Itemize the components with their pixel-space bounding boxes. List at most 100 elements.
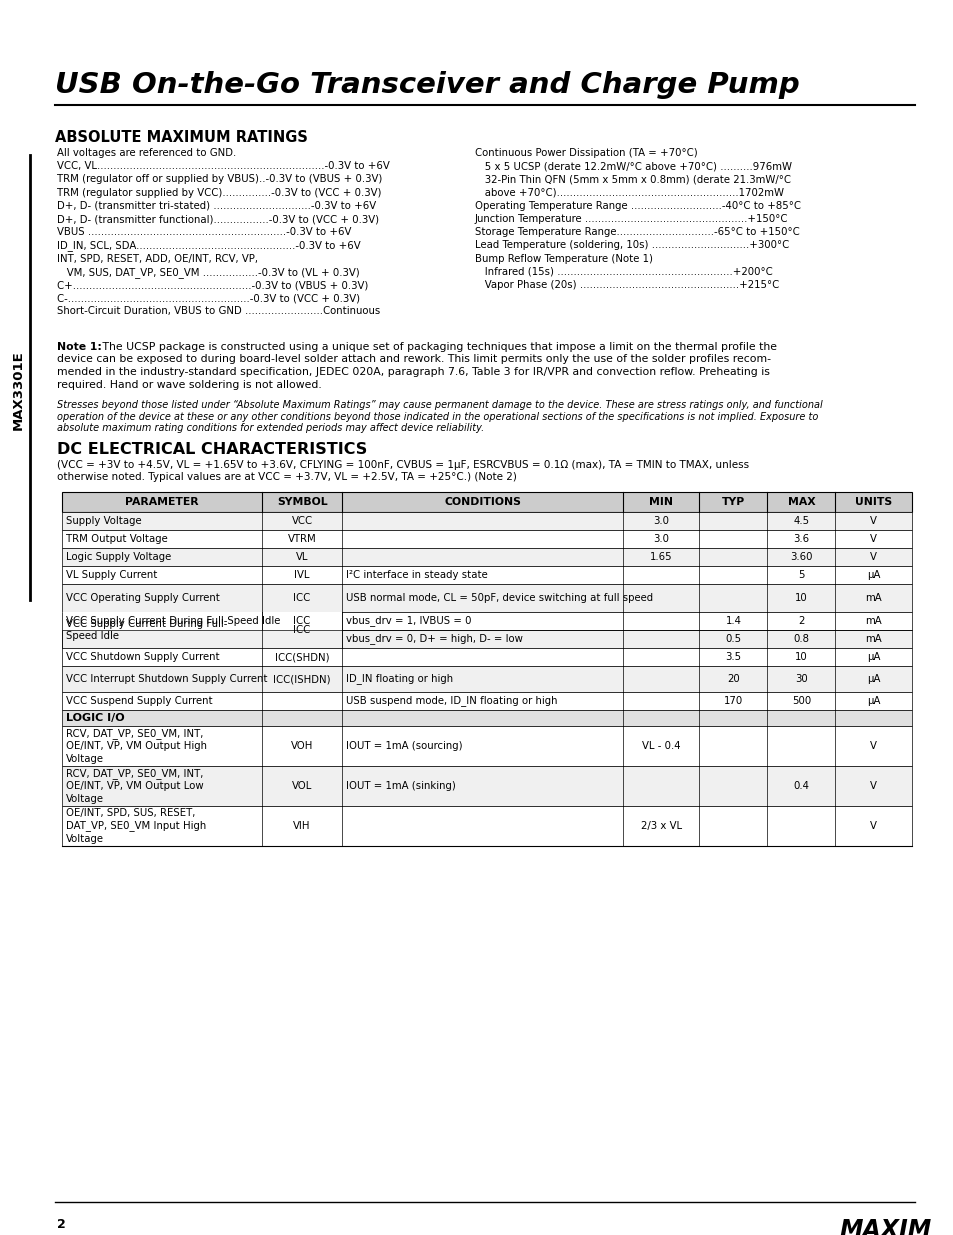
Text: (VCC = +3V to +4.5V, VL = +1.65V to +3.6V, CFLYING = 100nF, CVBUS = 1μF, ESRCVBU: (VCC = +3V to +4.5V, VL = +1.65V to +3.6…	[57, 459, 748, 471]
Text: VL: VL	[295, 552, 308, 562]
Text: VM, SUS, DAT_VP, SE0_VM .................-0.3V to (VL + 0.3V): VM, SUS, DAT_VP, SE0_VM ................…	[57, 267, 359, 278]
Bar	[62, 530, 911, 548]
Text: Lead Temperature (soldering, 10s) ..............................+300°C: Lead Temperature (soldering, 10s) ......…	[475, 241, 788, 251]
Text: RCV, DAT_VP, SE0_VM, INT,
OE/INT, VP, VM Output Low
Voltage: RCV, DAT_VP, SE0_VM, INT, OE/INT, VP, VM…	[66, 768, 203, 804]
Text: MAX3301E: MAX3301E	[11, 351, 25, 430]
Bar	[62, 710, 911, 726]
Text: VCC Suspend Supply Current: VCC Suspend Supply Current	[66, 697, 213, 706]
Text: Storage Temperature Range..............................-65°C to +150°C: Storage Temperature Range...............…	[475, 227, 799, 237]
Text: OE/INT, SPD, SUS, RESET,
DAT_VP, SE0_VM Input High
Voltage: OE/INT, SPD, SUS, RESET, DAT_VP, SE0_VM …	[66, 808, 206, 844]
Text: IOUT = 1mA (sinking): IOUT = 1mA (sinking)	[346, 781, 456, 790]
Text: C+.......................................................-0.3V to (VBUS + 0.3V): C+......................................…	[57, 280, 368, 290]
Text: above +70°C)........................................................1702mW: above +70°C)............................…	[475, 188, 783, 198]
Text: ICC(ISHDN): ICC(ISHDN)	[273, 674, 331, 684]
Text: 0.8: 0.8	[793, 634, 809, 643]
Bar	[62, 806, 911, 846]
Text: mA: mA	[864, 593, 882, 603]
Bar	[62, 513, 911, 530]
Text: Short-Circuit Duration, VBUS to GND ........................Continuous: Short-Circuit Duration, VBUS to GND ....…	[57, 306, 380, 316]
Text: mA: mA	[864, 634, 882, 643]
Text: TRM Output Voltage: TRM Output Voltage	[66, 534, 168, 543]
Text: μA: μA	[866, 697, 880, 706]
Text: 1.65: 1.65	[649, 552, 672, 562]
Text: TRM (regulator off or supplied by VBUS)..-0.3V to (VBUS + 0.3V): TRM (regulator off or supplied by VBUS).…	[57, 174, 382, 184]
Text: V: V	[869, 741, 876, 751]
Text: USB normal mode, CL = 50pF, device switching at full speed: USB normal mode, CL = 50pF, device switc…	[346, 593, 653, 603]
Bar	[62, 630, 911, 648]
Text: 3.0: 3.0	[653, 534, 669, 543]
Text: 32-Pin Thin QFN (5mm x 5mm x 0.8mm) (derate 21.3mW/°C: 32-Pin Thin QFN (5mm x 5mm x 0.8mm) (der…	[475, 174, 790, 184]
Text: 20: 20	[726, 674, 740, 684]
Text: 4.5: 4.5	[793, 516, 809, 526]
Text: TYP: TYP	[721, 496, 744, 508]
Text: 3.6: 3.6	[793, 534, 809, 543]
Text: VCC Shutdown Supply Current: VCC Shutdown Supply Current	[66, 652, 219, 662]
Bar	[62, 613, 911, 630]
Text: VL - 0.4: VL - 0.4	[641, 741, 679, 751]
Text: SYMBOL: SYMBOL	[276, 496, 327, 508]
Text: vbus_drv = 1, IVBUS = 0: vbus_drv = 1, IVBUS = 0	[346, 615, 472, 626]
Text: VOH: VOH	[291, 741, 313, 751]
Text: VCC Interrupt Shutdown Supply Current: VCC Interrupt Shutdown Supply Current	[66, 674, 267, 684]
Text: Note 1:: Note 1:	[57, 342, 102, 352]
Bar	[62, 666, 911, 692]
Text: VCC Operating Supply Current: VCC Operating Supply Current	[66, 593, 219, 603]
Text: ICC: ICC	[294, 625, 311, 635]
Text: otherwise noted. Typical values are at VCC = +3.7V, VL = +2.5V, TA = +25°C.) (No: otherwise noted. Typical values are at V…	[57, 472, 517, 482]
Text: ICC: ICC	[294, 593, 311, 603]
Text: MAX: MAX	[787, 496, 815, 508]
Text: VCC: VCC	[292, 516, 313, 526]
Text: μA: μA	[866, 571, 880, 580]
Text: ID_IN, SCL, SDA.................................................-0.3V to +6V: ID_IN, SCL, SDA.........................…	[57, 241, 360, 251]
Text: All voltages are referenced to GND.: All voltages are referenced to GND.	[57, 148, 236, 158]
Text: IOUT = 1mA (sourcing): IOUT = 1mA (sourcing)	[346, 741, 462, 751]
Bar	[62, 766, 911, 806]
Text: 2: 2	[798, 616, 803, 626]
Text: 170: 170	[723, 697, 742, 706]
Text: D+, D- (transmitter tri-stated) ..............................-0.3V to +6V: D+, D- (transmitter tri-stated) ........…	[57, 201, 375, 211]
Text: 10: 10	[794, 652, 807, 662]
Text: Operating Temperature Range ............................-40°C to +85°C: Operating Temperature Range ............…	[475, 201, 801, 211]
Text: VCC Supply Current During Full-
Speed Idle: VCC Supply Current During Full- Speed Id…	[66, 619, 227, 641]
Text: 0.5: 0.5	[724, 634, 740, 643]
Bar	[62, 613, 342, 648]
Text: VCC Supply Current During Full-Speed Idle: VCC Supply Current During Full-Speed Idl…	[66, 616, 280, 626]
Text: CONDITIONS: CONDITIONS	[444, 496, 520, 508]
Text: USB On-the-Go Transceiver and Charge Pump: USB On-the-Go Transceiver and Charge Pum…	[55, 70, 799, 99]
Text: Junction Temperature ..................................................+150°C: Junction Temperature ...................…	[475, 214, 788, 224]
Text: V: V	[869, 781, 876, 790]
Text: absolute maximum rating conditions for extended periods may affect device reliab: absolute maximum rating conditions for e…	[57, 424, 484, 433]
Bar	[62, 566, 911, 584]
Text: ICC(SHDN): ICC(SHDN)	[274, 652, 329, 662]
Text: V: V	[869, 516, 876, 526]
Text: PARAMETER: PARAMETER	[125, 496, 198, 508]
Text: vbus_drv = 0, D+ = high, D- = low: vbus_drv = 0, D+ = high, D- = low	[346, 634, 523, 645]
Text: mA: mA	[864, 616, 882, 626]
Text: μA: μA	[866, 674, 880, 684]
Bar	[62, 548, 911, 566]
Text: mended in the industry-standard specification, JEDEC 020A, paragraph 7.6, Table : mended in the industry-standard specific…	[57, 367, 769, 377]
Text: C-........................................................-0.3V to (VCC + 0.3V): C-......................................…	[57, 293, 359, 304]
Text: VL Supply Current: VL Supply Current	[66, 571, 157, 580]
Text: INT, SPD, RESET, ADD, OE/INT, RCV, VP,: INT, SPD, RESET, ADD, OE/INT, RCV, VP,	[57, 253, 257, 263]
Text: USB suspend mode, ID_IN floating or high: USB suspend mode, ID_IN floating or high	[346, 695, 558, 706]
Text: ID_IN floating or high: ID_IN floating or high	[346, 673, 453, 684]
Text: Vapor Phase (20s) .................................................+215°C: Vapor Phase (20s) ......................…	[475, 280, 779, 290]
Text: 500: 500	[791, 697, 810, 706]
Text: Continuous Power Dissipation (TA = +70°C): Continuous Power Dissipation (TA = +70°C…	[475, 148, 697, 158]
Text: required. Hand or wave soldering is not allowed.: required. Hand or wave soldering is not …	[57, 379, 321, 389]
Text: MAXIM: MAXIM	[840, 1218, 931, 1235]
Text: 3.5: 3.5	[724, 652, 740, 662]
Text: Bump Reflow Temperature (Note 1): Bump Reflow Temperature (Note 1)	[475, 253, 652, 263]
Text: VCC, VL......................................................................-0.: VCC, VL.................................…	[57, 162, 390, 172]
Bar	[62, 648, 911, 666]
Text: ABSOLUTE MAXIMUM RATINGS: ABSOLUTE MAXIMUM RATINGS	[55, 130, 308, 144]
Text: DC ELECTRICAL CHARACTERISTICS: DC ELECTRICAL CHARACTERISTICS	[57, 442, 367, 457]
Text: V: V	[869, 552, 876, 562]
Text: VTRM: VTRM	[288, 534, 316, 543]
Text: LOGIC I/O: LOGIC I/O	[66, 713, 125, 722]
Text: I²C interface in steady state: I²C interface in steady state	[346, 571, 488, 580]
Text: V: V	[869, 821, 876, 831]
Text: device can be exposed to during board-level solder attach and rework. This limit: device can be exposed to during board-le…	[57, 354, 770, 364]
Text: 3.0: 3.0	[653, 516, 669, 526]
